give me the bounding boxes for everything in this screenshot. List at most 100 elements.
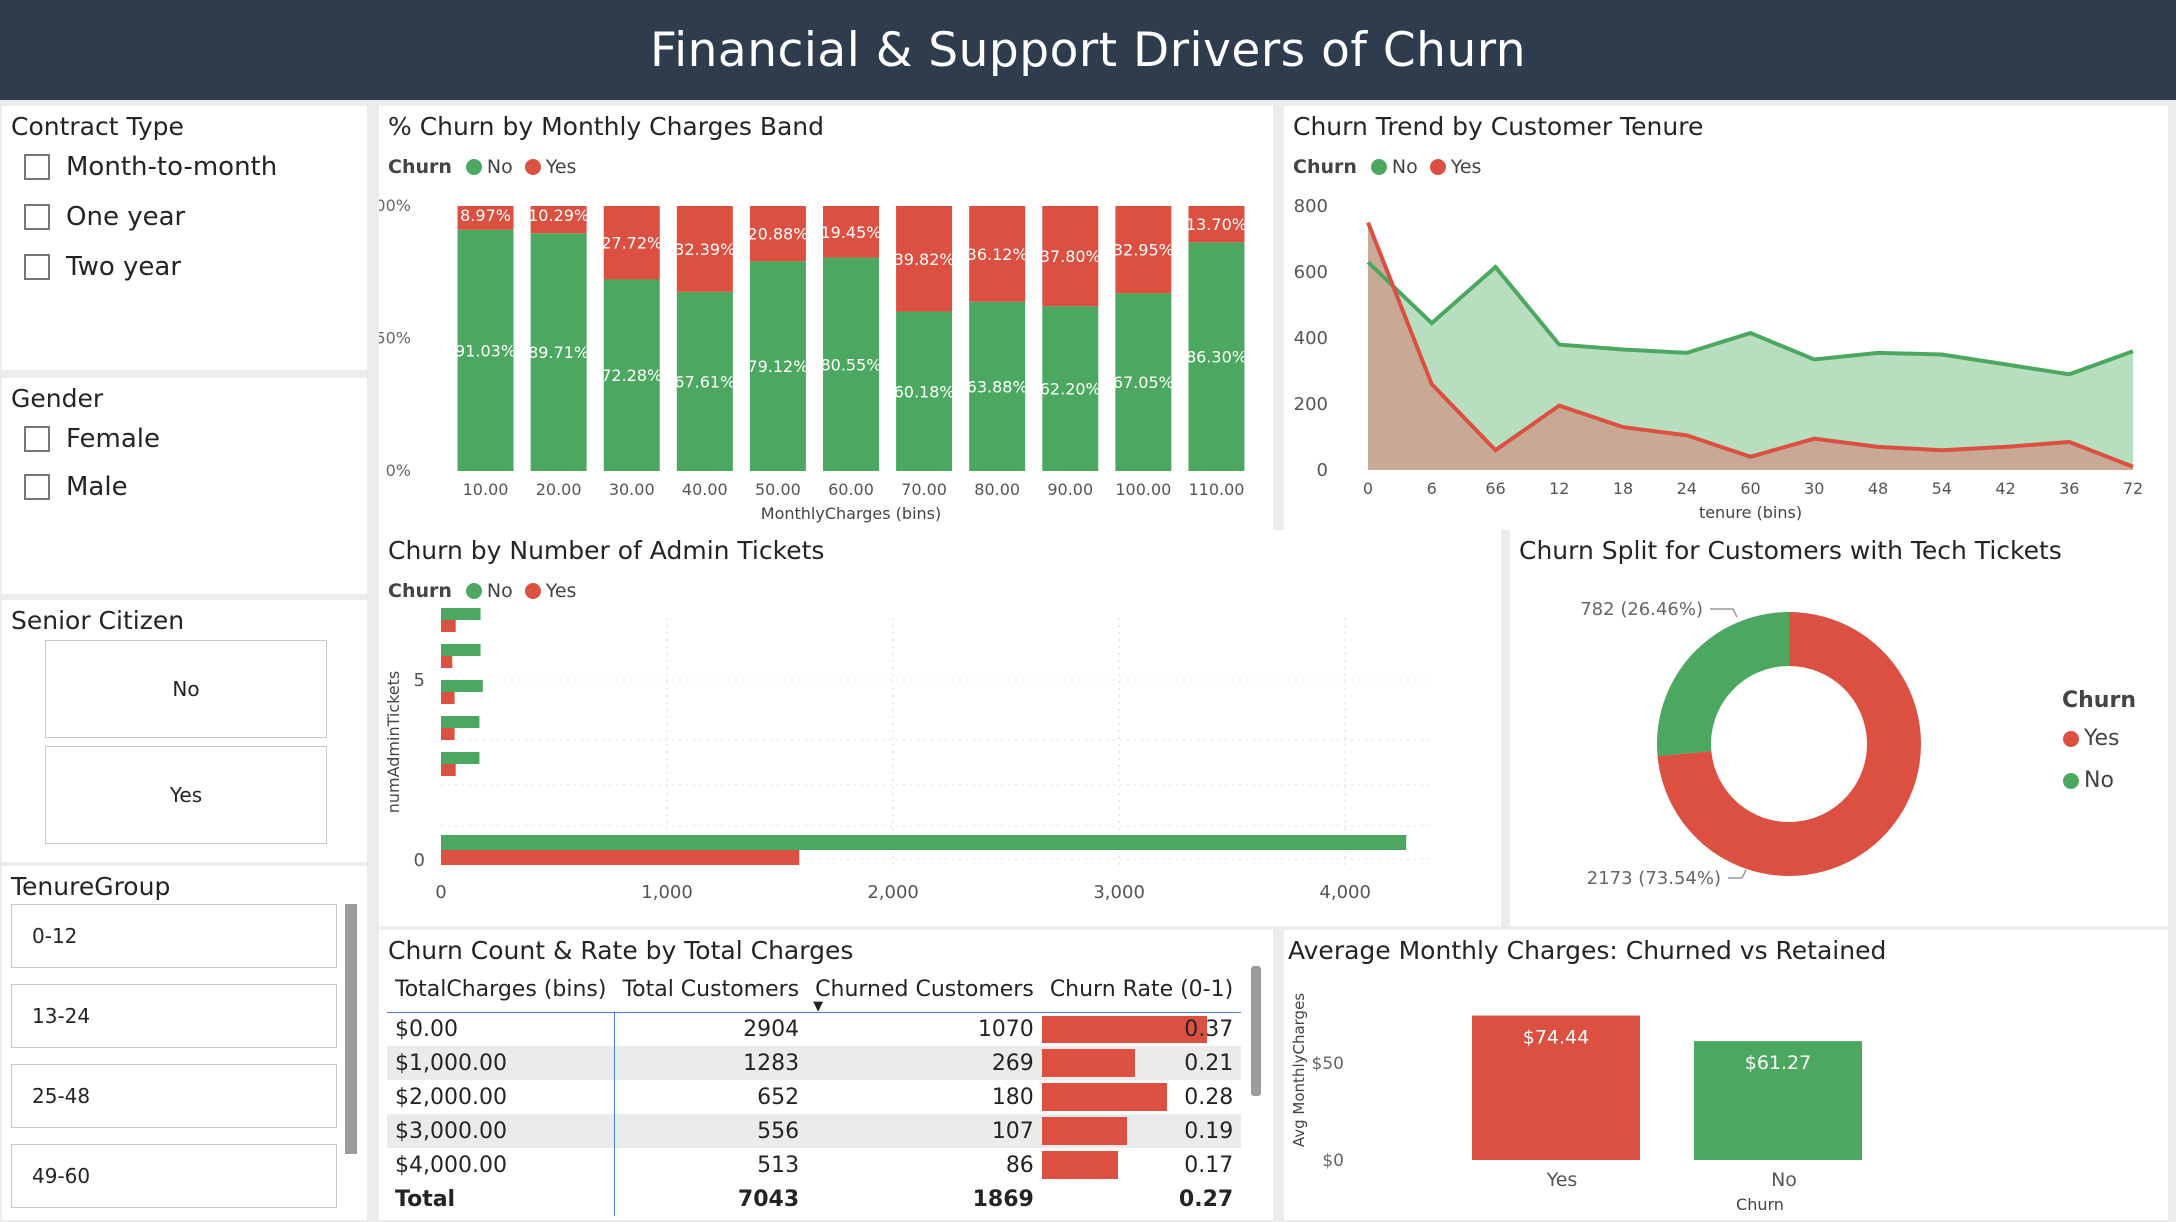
- chart-title: Churn Trend by Customer Tenure: [1293, 112, 1704, 141]
- senior-citizen-slicer: Senior Citizen No Yes: [2, 600, 367, 862]
- data-label-yes: 13.70%: [1186, 215, 1247, 234]
- cell-churned-customers: 1070: [977, 1016, 1034, 1042]
- bar-yes: [969, 206, 1026, 302]
- cell-churned-customers: 86: [1005, 1152, 1034, 1178]
- x-tick-label: 4,000: [1319, 882, 1371, 903]
- donut-legend-title: Churn: [2062, 688, 2136, 713]
- bar-no: [457, 229, 514, 471]
- rate-value: 0.21: [1184, 1050, 1234, 1076]
- x-tick-label: 80.00: [974, 480, 1020, 499]
- senior-option-no[interactable]: No: [45, 640, 327, 738]
- bar-yes: [603, 206, 660, 280]
- cell-total-customers: 7043: [737, 1186, 800, 1212]
- cell-bin: $1,000.00: [387, 1046, 615, 1080]
- checkbox-icon[interactable]: [24, 474, 50, 500]
- admin-tickets-chart: Churn by Number of Admin Tickets Churn N…: [379, 530, 1501, 926]
- data-label-no: 63.88%: [967, 377, 1028, 396]
- admin-chart-canvas: 0 1,000 2,000 3,000 4,000 0 5 numAdminTickets: [384, 608, 1433, 903]
- data-label-yes: 39.82%: [894, 250, 955, 269]
- data-label-no: 60.18%: [894, 382, 955, 401]
- bar-yes: [1472, 1015, 1640, 1160]
- donut-legend-no: No: [2063, 768, 2114, 793]
- legend-yes-dot: [524, 583, 541, 599]
- x-tick-label: 0: [435, 882, 446, 903]
- y-tick-label: 5: [414, 670, 425, 691]
- y-tick-label: 800: [1294, 196, 1328, 217]
- x-tick-label: 12: [1549, 479, 1569, 498]
- bar-no: [603, 279, 660, 471]
- rate-value: 0.37: [1184, 1016, 1234, 1042]
- cell-churn-rate: 0.21: [1041, 1046, 1242, 1080]
- monthly-charges-band-chart: % Churn by Monthly Charges Band Churn No…: [379, 106, 1273, 530]
- data-label-no: 67.05%: [1113, 373, 1174, 392]
- y-tick-label: 200: [1294, 394, 1328, 415]
- x-tick-label: 1,000: [641, 882, 693, 903]
- data-label: $61.27: [1745, 1052, 1811, 1074]
- bar-no: [823, 257, 879, 471]
- checkbox-icon[interactable]: [24, 254, 50, 280]
- table-row: $3,000.00 556 107 0.19: [387, 1114, 1242, 1148]
- cell-bin: $2,000.00: [387, 1080, 615, 1114]
- bar-yes: [1115, 206, 1172, 294]
- bar-yes: [441, 692, 455, 704]
- data-label-no: 80.55%: [820, 355, 881, 374]
- checkbox-icon[interactable]: [24, 154, 50, 180]
- contract-option-two-year[interactable]: Two year: [24, 252, 181, 282]
- data-label-yes: 36.12%: [967, 245, 1028, 264]
- cell-churn-rate: 0.19: [1041, 1114, 1242, 1148]
- x-tick-label: 66: [1485, 479, 1505, 498]
- contract-option-month-to-month[interactable]: Month-to-month: [24, 152, 277, 182]
- bar-no: [441, 752, 480, 764]
- slicer-scrollbar[interactable]: [345, 904, 357, 1154]
- band-chart-canvas: 0% 50% 100% 91.03% 8.97% 10.00 89.71% 10.29% 20.…: [379, 196, 1247, 523]
- tenure-trend-chart: Churn Trend by Customer Tenure Churn No …: [1284, 106, 2168, 530]
- gender-option-female[interactable]: Female: [24, 424, 160, 454]
- table-title: Churn Count & Rate by Total Charges: [388, 936, 854, 965]
- checkbox-icon[interactable]: [24, 204, 50, 230]
- sort-descending-icon: ▼: [813, 998, 824, 1014]
- x-tick-label: 90.00: [1047, 480, 1093, 499]
- cell-churned-customers: 180: [991, 1084, 1034, 1110]
- bar-yes: [441, 850, 800, 865]
- col-header-total-customers[interactable]: Total Customers: [622, 977, 800, 1003]
- x-tick-label: 42: [1995, 479, 2015, 498]
- data-label-yes: 32.95%: [1113, 241, 1174, 260]
- legend-yes-dot: [2063, 730, 2079, 747]
- donut-slice-yes: [1657, 612, 1921, 876]
- x-tick-label: No: [1771, 1169, 1797, 1191]
- line-no: [1366, 260, 2134, 377]
- contract-option-one-year[interactable]: One year: [24, 202, 185, 232]
- cell-total-customers: 1283: [614, 1046, 808, 1080]
- data-label-yes: 27.72%: [601, 234, 662, 253]
- chart-title: % Churn by Monthly Charges Band: [388, 112, 824, 141]
- tenure-option-0-12[interactable]: 0-12: [11, 904, 337, 968]
- header-banner: Financial & Support Drivers of Churn: [0, 0, 2176, 100]
- x-tick-label: Yes: [1546, 1169, 1578, 1191]
- x-tick-label: 30: [1804, 479, 1824, 498]
- table-row: $1,000.00 1283 269 0.21: [387, 1046, 1242, 1080]
- table-total-row: Total 7043 1869 0.27: [387, 1182, 1241, 1216]
- bar-no: [441, 644, 481, 656]
- tenure-option-25-48[interactable]: 25-48: [11, 1064, 337, 1128]
- senior-option-yes[interactable]: Yes: [45, 746, 327, 844]
- gender-option-male[interactable]: Male: [24, 472, 128, 502]
- col-header-churned-customers[interactable]: Churned Customers ▼: [813, 977, 1034, 1014]
- rate-value: 0.28: [1184, 1084, 1234, 1110]
- checkbox-icon[interactable]: [24, 426, 50, 452]
- tenure-option-13-24[interactable]: 13-24: [11, 984, 337, 1048]
- cell-churn-rate: 0.37: [1041, 1012, 1241, 1046]
- tenure-option-49-60[interactable]: 49-60: [11, 1144, 337, 1208]
- col-header-churn-rate[interactable]: Churn Rate (0-1): [1049, 977, 1234, 1003]
- bar-yes: [676, 206, 733, 292]
- cell-bin: $0.00: [387, 1012, 615, 1046]
- x-tick-label: 54: [1932, 479, 1952, 498]
- senior-citizen-title: Senior Citizen: [11, 606, 185, 635]
- chart-legend: Churn No Yes: [1293, 156, 1482, 178]
- bar-no: [1115, 293, 1172, 471]
- x-tick-label: 2,000: [867, 882, 919, 903]
- cell-bin: $3,000.00: [387, 1114, 615, 1148]
- table-scrollbar[interactable]: [1251, 966, 1261, 1096]
- col-header-total-charges[interactable]: TotalCharges (bins): [395, 977, 607, 1003]
- rate-value: 0.19: [1184, 1118, 1234, 1144]
- data-label-yes: 37.80%: [1040, 247, 1101, 266]
